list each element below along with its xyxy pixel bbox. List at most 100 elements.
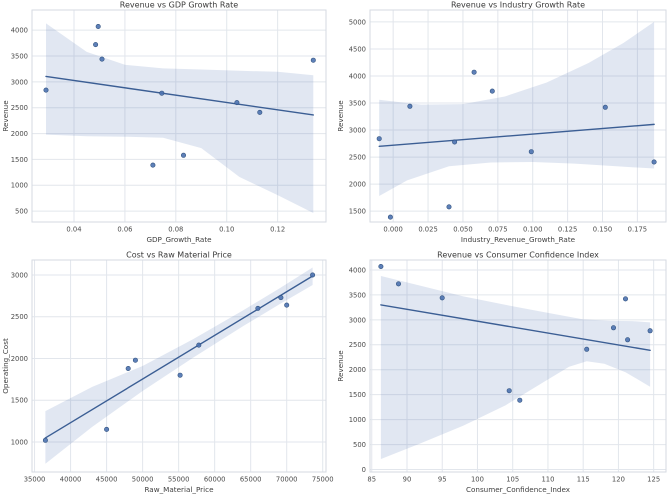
plot-border — [31, 259, 327, 473]
scatter-point — [196, 342, 202, 348]
x-tick-label: 65000 — [240, 476, 262, 484]
x-axis-label: GDP_Growth_Rate — [146, 235, 212, 244]
x-tick-label: 0.100 — [523, 226, 542, 234]
scatter-point — [602, 104, 608, 110]
scatter-point — [159, 90, 165, 96]
scatter-point — [387, 214, 393, 220]
x-tick-label: 0.050 — [453, 226, 472, 234]
x-tick-label: 100 — [471, 476, 484, 484]
y-tick-label: 0 — [362, 466, 366, 474]
scatter-point — [376, 136, 382, 142]
x-tick-label: 40000 — [60, 476, 82, 484]
y-tick-label: 1000 — [349, 416, 366, 424]
x-tick-label: 35000 — [24, 476, 46, 484]
y-axis-label: Operating_Cost — [1, 338, 10, 394]
x-tick-label: 0.12 — [270, 226, 285, 234]
scatter-point — [625, 337, 631, 343]
x-axis-tick-labels: 85 90 95 100 105 110 115 120 125 — [367, 476, 660, 484]
plot-border — [369, 9, 667, 223]
y-tick-label: 2000 — [349, 181, 366, 189]
y-tick-label: 1000 — [11, 182, 28, 190]
x-tick-label: 0.000 — [383, 226, 402, 234]
x-tick-label: 55000 — [168, 476, 190, 484]
scatter-point — [517, 397, 523, 403]
scatter-point — [310, 272, 316, 278]
x-tick-label: 95 — [438, 476, 447, 484]
y-tick-label: 1500 — [11, 397, 28, 405]
x-axis-label: Industry_Revenue_Growth_Rate — [461, 235, 576, 244]
scatter-point — [610, 325, 616, 331]
y-tick-label: 3000 — [349, 126, 366, 134]
y-tick-label: 1500 — [349, 208, 366, 216]
x-tick-label: 85 — [367, 476, 376, 484]
x-tick-label: 0.175 — [628, 226, 647, 234]
x-tick-label: 0.08 — [168, 226, 183, 234]
y-axis-tick-labels: 1000 1500 2000 2500 3000 — [11, 271, 28, 446]
scatter-point — [43, 87, 49, 93]
scatter-point — [95, 23, 101, 29]
y-axis-tick-labels: 500 1000 1500 2000 2500 3000 3500 4000 — [11, 27, 28, 216]
scatter-point — [378, 264, 384, 270]
scatter-point — [255, 305, 261, 311]
x-tick-label: 0.150 — [593, 226, 612, 234]
x-tick-label: 105 — [506, 476, 519, 484]
y-tick-label: 2500 — [349, 341, 366, 349]
x-tick-label: 125 — [647, 476, 660, 484]
x-axis-tick-labels: 0.04 0.06 0.08 0.10 0.12 — [66, 226, 285, 234]
y-tick-label: 4500 — [349, 45, 366, 53]
x-tick-label: 0.10 — [219, 226, 234, 234]
chart-title: Revenue vs Consumer Confidence Index — [437, 251, 599, 260]
scatter-point — [622, 296, 628, 302]
y-axis-tick-labels: 0 500 1000 1500 2000 2500 3000 3500 4000 — [349, 266, 366, 474]
x-tick-label: 0.125 — [558, 226, 577, 234]
x-tick-label: 115 — [577, 476, 590, 484]
plot-border — [369, 259, 667, 473]
y-axis-label: Revenue — [336, 350, 345, 382]
scatter-point — [99, 56, 105, 62]
y-tick-label: 2000 — [349, 366, 366, 374]
scatter-point — [125, 366, 131, 372]
scatter-point — [93, 42, 99, 48]
subplot-cost-vs-raw-material-price: Cost vs Raw Material Price 35000 40000 4500… — [0, 250, 335, 500]
chart-title: Revenue vs Industry Growth Rate — [451, 1, 585, 10]
regression-line — [380, 304, 651, 351]
y-tick-label: 1000 — [11, 438, 28, 446]
y-tick-label: 500 — [353, 441, 366, 449]
scatter-point — [446, 204, 452, 210]
scatter-points — [376, 69, 657, 220]
regression-line — [44, 275, 314, 439]
x-tick-label: 0.025 — [418, 226, 437, 234]
grid-lines — [370, 10, 666, 222]
chart-title: Cost vs Raw Material Price — [126, 251, 232, 260]
grid-lines — [370, 260, 666, 472]
y-axis-tick-labels: 1500 2000 2500 3000 3500 4000 4500 5000 — [349, 18, 366, 215]
scatter-point — [489, 88, 495, 94]
scatter-point — [584, 346, 590, 352]
y-tick-label: 4000 — [349, 266, 366, 274]
scatter-point — [471, 69, 477, 75]
chart-title: Revenue vs GDP Growth Rate — [120, 1, 238, 10]
y-tick-label: 3000 — [11, 78, 28, 86]
scatter-point — [651, 159, 657, 165]
scatter-point — [234, 100, 240, 106]
y-tick-label: 5000 — [349, 18, 366, 26]
confidence-band — [380, 276, 651, 459]
scatter-point — [132, 357, 138, 363]
x-tick-label: 0.075 — [488, 226, 507, 234]
scatter-point — [150, 162, 156, 168]
x-tick-label: 50000 — [132, 476, 154, 484]
y-tick-label: 1500 — [349, 391, 366, 399]
y-tick-label: 3000 — [11, 271, 28, 279]
x-axis-label: Consumer_Confidence_Index — [466, 485, 571, 494]
x-axis-tick-labels: 35000 40000 45000 50000 55000 60000 65000 70000… — [24, 476, 334, 484]
plot-border — [31, 9, 327, 223]
regression-line — [45, 75, 314, 116]
x-tick-label: 60000 — [204, 476, 226, 484]
scatter-point — [177, 372, 183, 378]
y-tick-label: 3000 — [349, 316, 366, 324]
y-tick-label: 3500 — [349, 291, 366, 299]
scatter-point — [284, 302, 290, 308]
y-tick-label: 3500 — [349, 99, 366, 107]
